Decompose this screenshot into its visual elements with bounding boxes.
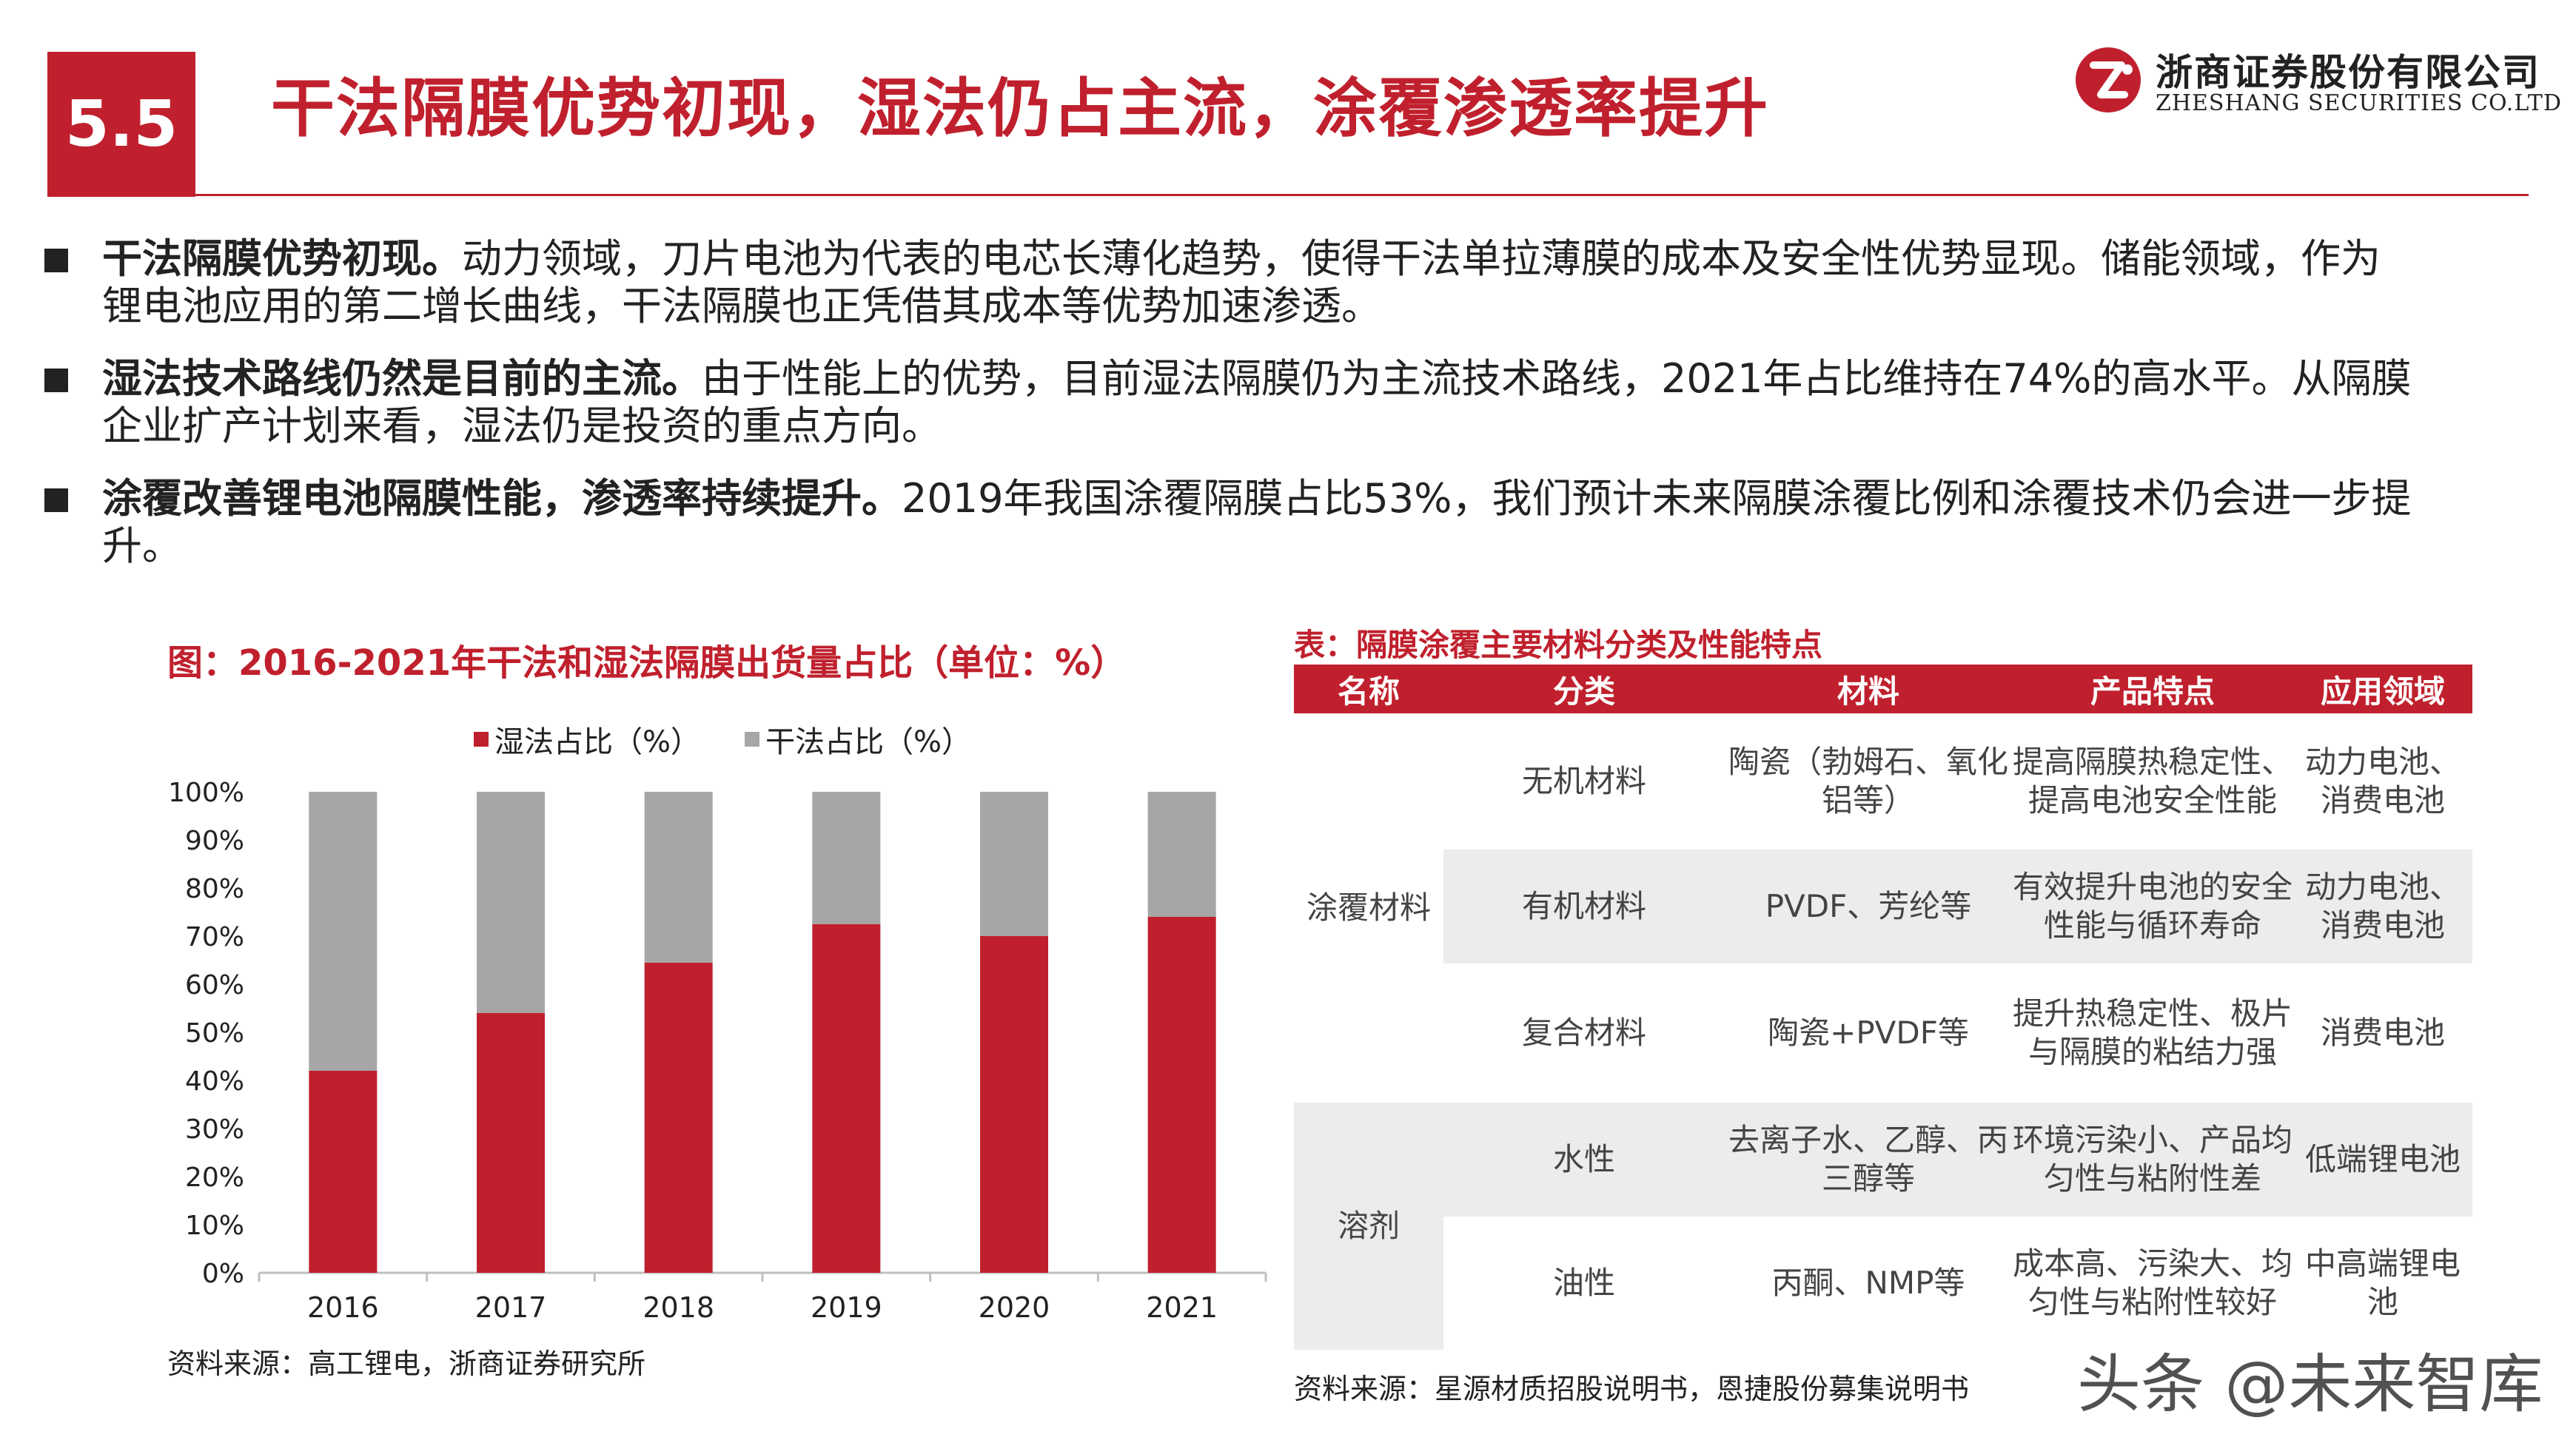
table-cell-feature: 提高隔膜热稳定性、提高电池安全性能 xyxy=(2012,744,2292,818)
header-cell-feature: 产品特点 xyxy=(2090,673,2215,710)
table-cell-category: 复合材料 xyxy=(1521,1015,1646,1051)
y-tick-label: 50% xyxy=(185,1018,244,1049)
bar-dry-2016 xyxy=(309,792,378,1071)
bar-dry-2017 xyxy=(477,792,545,1013)
watermark: 头条 @未来智库 xyxy=(2077,1348,2543,1422)
bar-wet-2021 xyxy=(1147,917,1216,1273)
bullet-wet-process: 湿法技术路线仍然是目前的主流。由于性能上的优势，目前湿法隔膜仍为主流技术路线，2… xyxy=(44,355,2419,450)
table-cell-application: 动力电池、消费电池 xyxy=(2304,744,2461,818)
y-tick-label: 30% xyxy=(185,1114,244,1145)
chart-title: 图：2016-2021年干法和湿法隔膜出货量占比（单位：%） xyxy=(167,642,1127,684)
bar-wet-2017 xyxy=(477,1013,545,1273)
bar-wet-2016 xyxy=(309,1071,378,1273)
bullet-square-icon xyxy=(44,369,68,392)
table-cell-application: 中高端锂电池 xyxy=(2304,1245,2461,1320)
header-cell-category: 分类 xyxy=(1552,673,1615,710)
y-tick-label: 70% xyxy=(185,922,244,952)
bullet-text: 动力领域，刀片电池为代表的电芯长薄化趋势，使得干法单拉薄膜的成本及安全性优势显现… xyxy=(102,235,2381,329)
y-tick-label: 80% xyxy=(185,874,244,904)
table-cell-material: 陶瓷（勃姆石、氧化铝等） xyxy=(1728,744,2008,818)
row-band xyxy=(1443,1103,2472,1217)
table-cell-material: 陶瓷+PVDF等 xyxy=(1768,1015,1969,1051)
legend-swatch xyxy=(745,732,760,747)
page-title: 干法隔膜优势初现，湿法仍占主流，涂覆渗透率提升 xyxy=(271,72,1769,146)
bullet-coating: 涂覆改善锂电池隔膜性能，渗透率持续提升。2019年我国涂覆隔膜占比53%，我们预… xyxy=(44,475,2419,570)
table-source: 资料来源：星源材质招股说明书，恩捷股份募集说明书 xyxy=(1294,1373,1970,1405)
bullet-dry-separator: 干法隔膜优势初现。动力领域，刀片电池为代表的电芯长薄化趋势，使得干法单拉薄膜的成… xyxy=(44,235,2419,330)
stacked-bar-chart: 0% 10% 20% 30% 40% 50% 60% 70% 80% 90% 100% 2016 201… xyxy=(168,778,1267,1324)
legend-label: 湿法占比（%） xyxy=(494,725,701,759)
table-cell-category: 水性 xyxy=(1552,1141,1615,1177)
bar-dry-2019 xyxy=(812,792,881,924)
bar-wet-2018 xyxy=(644,962,713,1273)
y-tick-label: 20% xyxy=(185,1163,244,1193)
table-cell-category: 无机材料 xyxy=(1521,763,1646,799)
group-cell-solvent: 溶剂 xyxy=(1337,1208,1400,1244)
bullet-text: 2019年我国涂覆隔膜占比53%，我们预计未来隔膜涂覆比例和涂覆技术仍会进一步提… xyxy=(102,475,2412,569)
y-tick-label: 40% xyxy=(185,1066,244,1097)
bullet-square-icon xyxy=(44,249,68,272)
bar-dry-2021 xyxy=(1147,792,1216,917)
y-tick-label: 100% xyxy=(168,778,244,808)
table-cell-application: 低端锂电池 xyxy=(2304,1141,2461,1177)
company-name-en: ZHESHANG SECURITIES CO.LTD xyxy=(2156,90,2562,116)
x-tick-label: 2016 xyxy=(307,1291,379,1324)
header-cell-application: 应用领域 xyxy=(2320,673,2445,710)
x-tick-label: 2018 xyxy=(643,1291,714,1324)
header-cell-material: 材料 xyxy=(1837,673,1899,710)
legend-swatch xyxy=(474,732,489,747)
table-cell-material: PVDF、芳纶等 xyxy=(1765,888,1972,924)
table-cell-application: 动力电池、消费电池 xyxy=(2304,869,2461,944)
bar-dry-2020 xyxy=(980,792,1048,936)
y-tick-label: 0% xyxy=(202,1259,244,1289)
bullet-heading: 涂覆改善锂电池隔膜性能，渗透率持续提升。 xyxy=(102,475,902,522)
bullet-heading: 干法隔膜优势初现。 xyxy=(102,235,462,282)
table-cell-application: 消费电池 xyxy=(2320,1015,2445,1051)
table-cell-feature: 有效提升电池的安全性能与循环寿命 xyxy=(2012,869,2292,944)
x-tick-label: 2019 xyxy=(811,1291,882,1324)
bullet-text: 由于性能上的优势，目前湿法隔膜仍为主流技术路线，2021年占比维持在74%的高水… xyxy=(102,355,2412,449)
company-logo-icon xyxy=(2076,47,2141,112)
table-cell-category: 有机材料 xyxy=(1521,888,1646,924)
y-tick-label: 60% xyxy=(185,970,244,1000)
row-band xyxy=(1443,850,2472,963)
group-cell-coating: 涂覆材料 xyxy=(1306,889,1431,926)
table-cell-material: 去离子水、乙醇、丙三醇等 xyxy=(1728,1122,2008,1197)
y-tick-label: 90% xyxy=(185,826,244,856)
table-title: 表：隔膜涂覆主要材料分类及性能特点 xyxy=(1294,627,1823,663)
section-number-badge: 5.5 xyxy=(47,52,195,197)
legend-item-wet: 湿法占比（%） xyxy=(474,718,700,761)
bar-wet-2020 xyxy=(980,936,1048,1273)
bullet-square-icon xyxy=(44,488,68,512)
legend-label: 干法占比（%） xyxy=(765,725,972,759)
table-cell-feature: 成本高、污染大、均匀性与粘附性较好 xyxy=(2012,1245,2292,1320)
bar-wet-2019 xyxy=(812,924,881,1273)
x-tick-label: 2021 xyxy=(1146,1291,1218,1324)
bullet-heading: 湿法技术路线仍然是目前的主流。 xyxy=(102,355,702,402)
chart-source: 资料来源：高工锂电，浙商证券研究所 xyxy=(167,1348,646,1380)
table-header-row: 名称 分类 材料 产品特点 应用领域 xyxy=(1294,665,2472,713)
group-band xyxy=(1294,1103,1443,1350)
table-cell-category: 油性 xyxy=(1552,1265,1615,1301)
header-divider xyxy=(47,194,2529,196)
table-cell-feature: 环境污染小、产品均匀性与粘附性差 xyxy=(2012,1122,2292,1197)
legend-item-dry: 干法占比（%） xyxy=(745,718,971,761)
x-tick-label: 2020 xyxy=(979,1291,1050,1324)
header-cell-name: 名称 xyxy=(1337,673,1400,710)
bar-dry-2018 xyxy=(644,792,713,963)
x-tick-label: 2017 xyxy=(475,1291,547,1324)
coating-materials-table: 名称 分类 材料 产品特点 应用领域 涂覆材料 溶剂 无机材料 陶瓷（勃姆石、氧… xyxy=(1294,665,2472,1357)
table-cell-material: 丙酮、NMP等 xyxy=(1771,1265,1965,1301)
table-cell-feature: 提升热稳定性、极片与隔膜的粘结力强 xyxy=(2012,995,2292,1070)
company-name-cn: 浙商证券股份有限公司 xyxy=(2156,51,2540,94)
chart-legend: 湿法占比（%） 干法占比（%） xyxy=(474,718,971,761)
y-tick-label: 10% xyxy=(185,1211,244,1241)
